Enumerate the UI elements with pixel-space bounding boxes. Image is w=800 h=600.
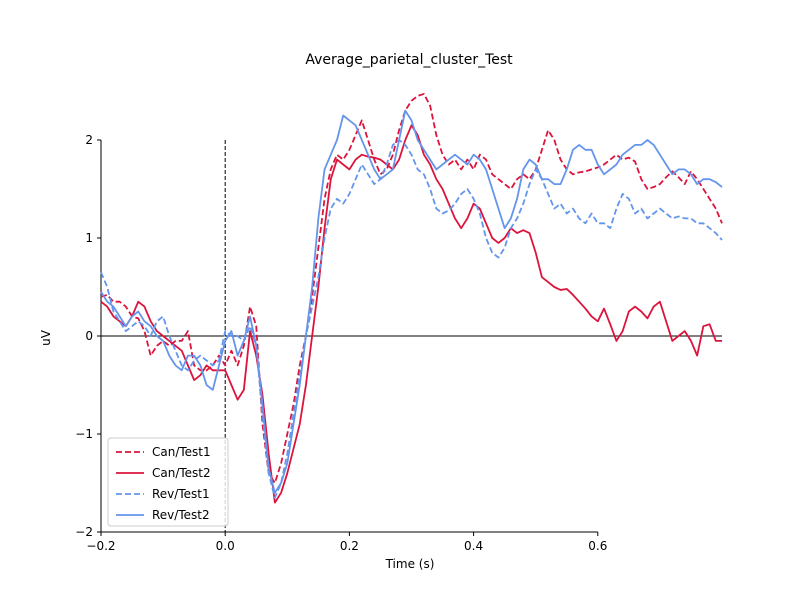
legend-label: Can/Test1 [152, 445, 211, 459]
series-line-can-test1 [100, 93, 723, 484]
legend-label: Rev/Test1 [152, 487, 210, 501]
legend: Can/Test1 Can/Test2 Rev/Test1 Rev/Test2 [107, 437, 229, 527]
legend-label: Can/Test2 [152, 466, 211, 480]
x-tick-label: 0.4 [464, 539, 483, 553]
x-tick-label: 0.6 [588, 539, 607, 553]
y-tick-label: −1 [75, 427, 93, 441]
y-tick-label: 2 [85, 133, 93, 147]
series-line-can-test2 [100, 124, 722, 504]
y-tick-label: 1 [85, 231, 93, 245]
chart-title: Average_parietal_cluster_Test [305, 52, 513, 68]
series-line-rev-test2 [100, 109, 723, 494]
legend-box [107, 437, 229, 527]
y-axis-label: uV [39, 329, 53, 346]
series-lines [100, 93, 723, 504]
x-tick-label: 0.2 [340, 539, 359, 553]
y-tick-label: −2 [75, 525, 93, 539]
legend-label: Rev/Test2 [152, 508, 210, 522]
x-axis-label: Time (s) [385, 557, 435, 571]
x-tick-label: 0.0 [216, 539, 235, 553]
x-tick-label: −0.2 [86, 539, 115, 553]
y-tick-label: 0 [85, 329, 93, 343]
series-line-rev-test1 [100, 139, 723, 499]
